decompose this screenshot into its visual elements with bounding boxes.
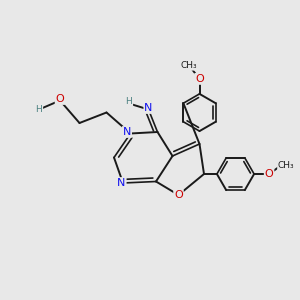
- Text: O: O: [265, 169, 274, 179]
- Text: H: H: [36, 105, 42, 114]
- Text: CH₃: CH₃: [181, 61, 197, 70]
- Text: N: N: [144, 103, 153, 113]
- Text: CH₃: CH₃: [278, 160, 295, 169]
- Text: O: O: [195, 74, 204, 84]
- Text: N: N: [123, 127, 131, 137]
- Text: O: O: [56, 94, 64, 104]
- Text: O: O: [174, 190, 183, 200]
- Text: H: H: [126, 98, 132, 106]
- Text: N: N: [117, 178, 126, 188]
